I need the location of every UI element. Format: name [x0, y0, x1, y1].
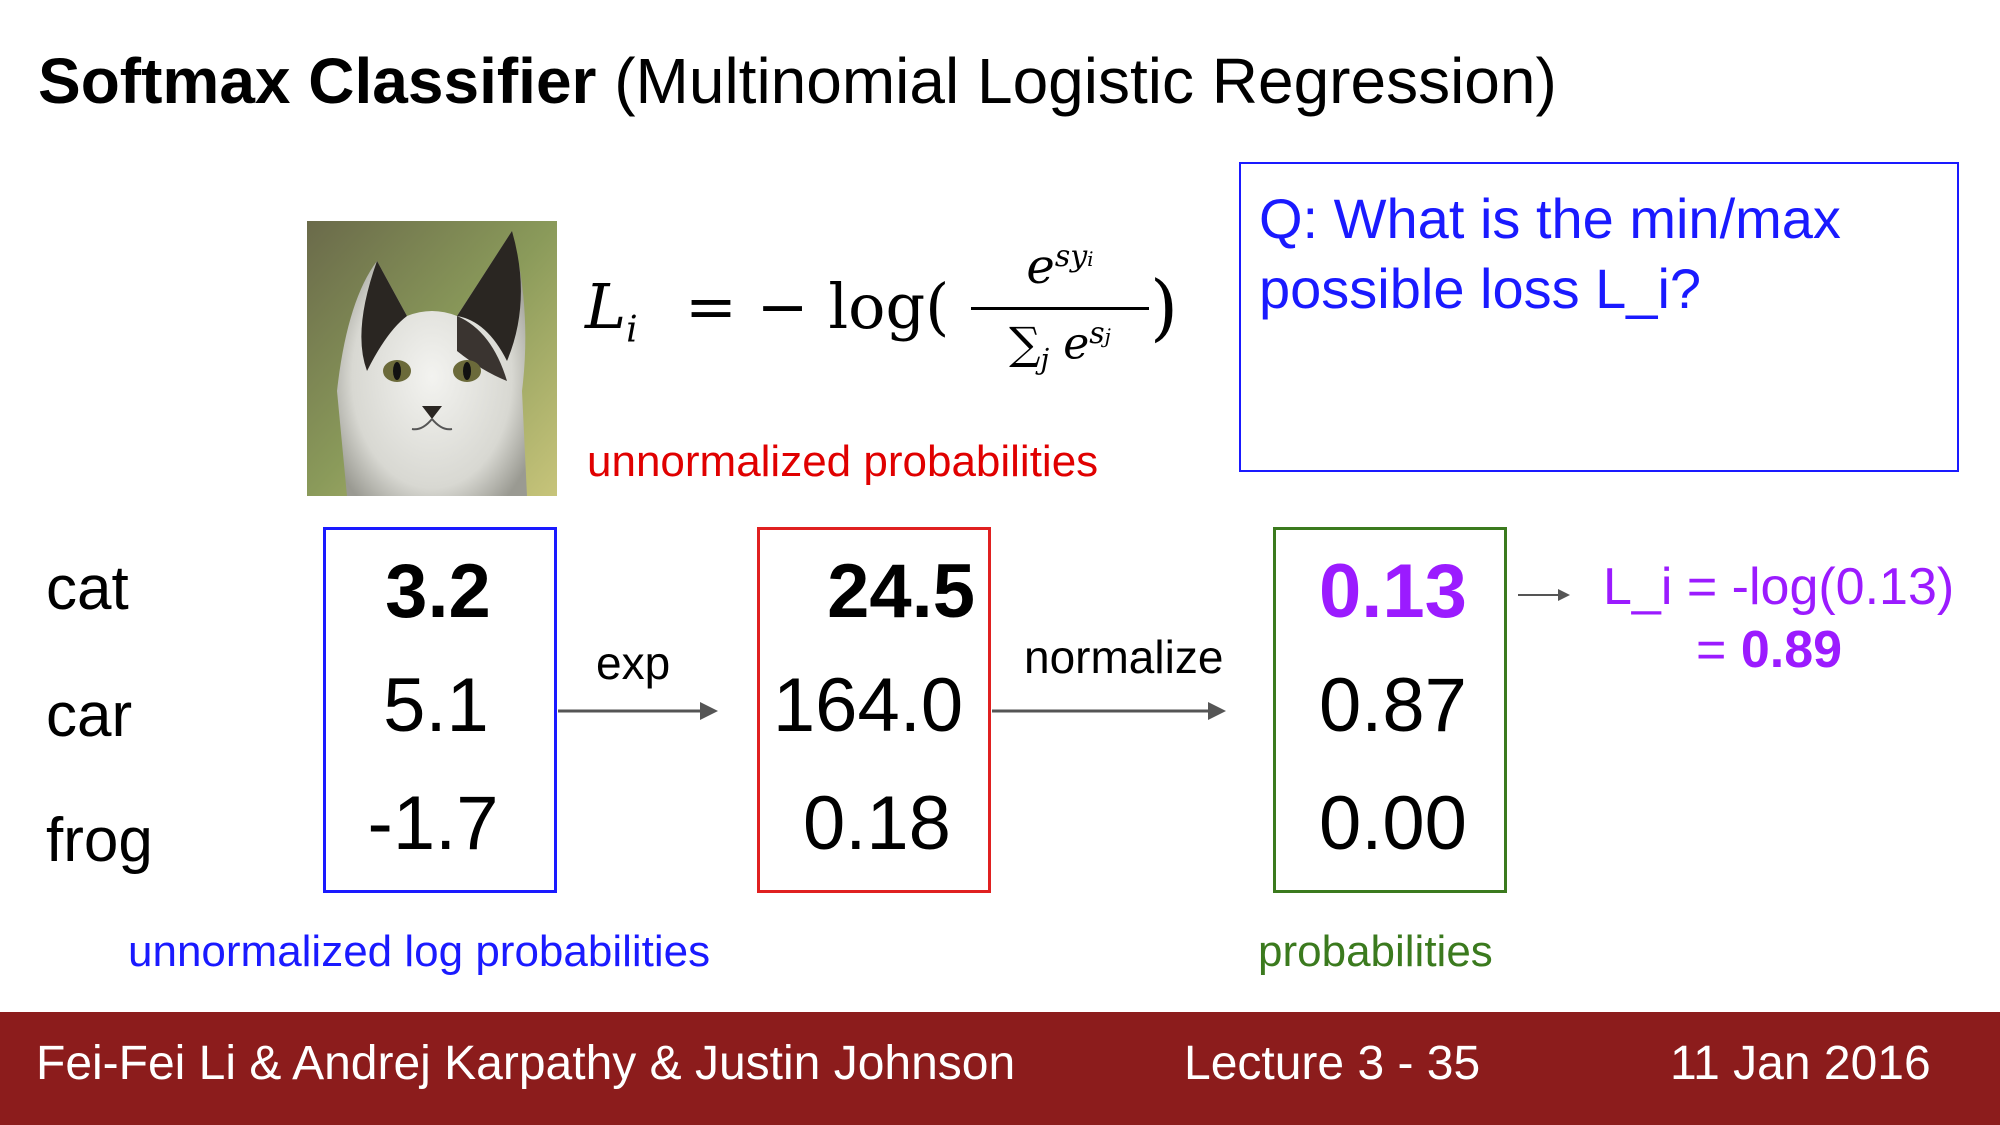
normalize-arrow-label: normalize: [1024, 631, 1224, 683]
formula-numerator: esyi: [1026, 239, 1094, 295]
exp-value-car: 164.0: [772, 663, 964, 748]
formula-right-paren: ): [1150, 265, 1179, 349]
unnormalized-log-probabilities-label: unnormalized log probabilities: [128, 927, 711, 976]
formula-equals-neg-log: = − log(: [685, 270, 950, 343]
footer-lecture: Lecture 3 - 35: [1184, 1037, 1481, 1090]
loss-arrow: [1518, 589, 1570, 601]
loss-equation: L_i = -log(0.13): [1603, 558, 1955, 616]
score-frog: -1.7: [367, 781, 499, 866]
prob-cat: 0.13: [1319, 549, 1467, 634]
cat-photo: [307, 221, 557, 496]
class-label-cat: cat: [46, 554, 129, 623]
prob-frog: 0.00: [1319, 781, 1467, 866]
exp-values-box: [757, 527, 991, 893]
formula-fraction: esyi ∑j esj: [965, 239, 1155, 375]
footer-date: 11 Jan 2016: [1670, 1037, 1931, 1090]
normalize-arrow: [992, 702, 1226, 720]
class-label-frog: frog: [46, 806, 153, 875]
formula-fraction-bar: [971, 307, 1149, 310]
loss-result: = 0.89: [1696, 621, 1843, 679]
prob-car: 0.87: [1319, 663, 1467, 748]
footer-bar: [0, 1012, 2000, 1125]
title-rest: (Multinomial Logistic Regression): [596, 45, 1557, 117]
title-bold: Softmax Classifier: [38, 45, 597, 117]
exp-arrow-label: exp: [596, 637, 671, 689]
exp-value-frog: 0.18: [803, 781, 951, 866]
scores-box: [323, 527, 557, 893]
score-car: 5.1: [383, 663, 489, 748]
formula-lhs: Li: [585, 270, 638, 351]
loss-result-value: 0.89: [1740, 621, 1843, 679]
question-text: Q: What is the min/max possible loss L_i…: [1259, 187, 1841, 320]
score-cat: 3.2: [385, 549, 491, 634]
class-label-car: car: [46, 681, 133, 750]
probabilities-box: [1273, 527, 1507, 893]
footer-authors: Fei-Fei Li & Andrej Karpathy & Justin Jo…: [36, 1037, 1016, 1090]
formula-denominator: ∑j esj: [1009, 316, 1111, 376]
question-box: [1239, 162, 1959, 472]
softmax-loss-formula: Li = − log( esyi ∑j esj ): [585, 225, 1179, 385]
unnormalized-probabilities-label: unnormalized probabilities: [587, 437, 1099, 486]
probabilities-label: probabilities: [1258, 927, 1493, 976]
slide-title: Softmax Classifier (Multinomial Logistic…: [38, 44, 1557, 118]
exp-arrow: [558, 702, 718, 720]
exp-value-cat: 24.5: [827, 549, 975, 634]
